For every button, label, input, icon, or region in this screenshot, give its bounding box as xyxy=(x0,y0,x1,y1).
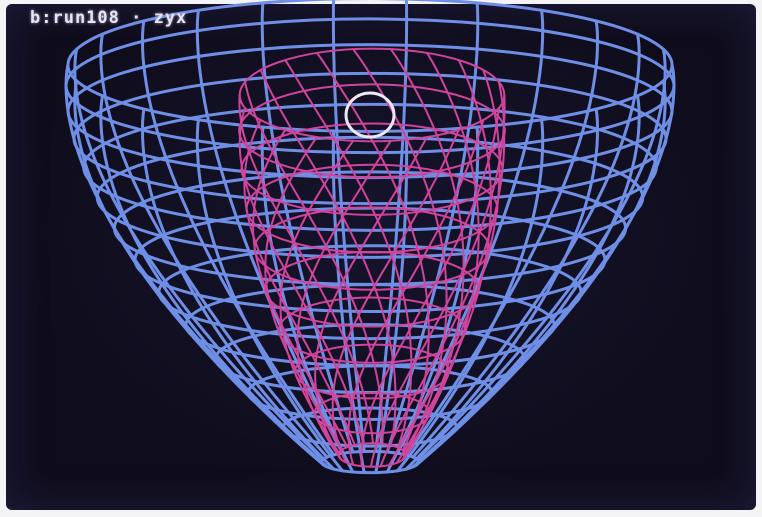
outer-wireframe-meridian xyxy=(415,47,667,461)
outer-wireframe-meridian xyxy=(415,79,667,466)
inner-wireframe-meridian xyxy=(279,139,355,454)
outer-wireframe-meridian xyxy=(396,118,545,473)
outer-wireframe-ring xyxy=(95,135,645,259)
outer-wireframe-meridian xyxy=(411,32,641,459)
top-ring xyxy=(344,91,396,139)
inner-wireframe-meridian xyxy=(243,119,356,446)
inner-wireframe-meridian xyxy=(347,119,485,466)
inner-wireframe-meridian xyxy=(238,94,374,445)
outer-wireframe-meridian xyxy=(404,19,600,457)
inner-wireframe-meridian xyxy=(238,107,365,445)
inner-wireframe-meridian xyxy=(379,81,506,468)
status-line-text: b:run108 · zyx xyxy=(30,8,188,28)
inner-wireframe-meridian xyxy=(252,129,349,449)
outer-wireframe-meridian xyxy=(385,125,480,474)
inner-wireframe-meridian xyxy=(296,139,392,458)
outer-wireframe-meridian xyxy=(260,125,355,474)
outer-wireframe-meridian xyxy=(416,63,676,464)
outer-wireframe-meridian xyxy=(140,19,336,457)
outer-wireframe-meridian xyxy=(396,8,545,455)
outer-wireframe-meridian xyxy=(404,107,600,471)
inner-wireframe-surface xyxy=(238,47,506,468)
inner-wireframe-ring xyxy=(238,47,506,143)
inner-wireframe-meridian xyxy=(314,136,428,461)
outer-wireframe-meridian xyxy=(64,63,324,464)
outer-wireframe-meridian xyxy=(195,118,344,473)
outer-wireframe-meridian xyxy=(73,47,325,461)
outer-wireframe-surface xyxy=(64,0,676,475)
inner-wireframe-meridian xyxy=(401,51,480,462)
inner-wireframe-meridian xyxy=(264,136,343,451)
inner-wireframe-meridian xyxy=(244,81,384,445)
inner-wireframe-meridian xyxy=(259,69,397,447)
inner-wireframe-meridian xyxy=(388,69,501,466)
inner-wireframe-meridian xyxy=(284,59,413,449)
outer-wireframe-meridian xyxy=(140,107,336,471)
outer-wireframe-meridian xyxy=(99,32,329,459)
outer-wireframe-meridian xyxy=(411,94,641,469)
